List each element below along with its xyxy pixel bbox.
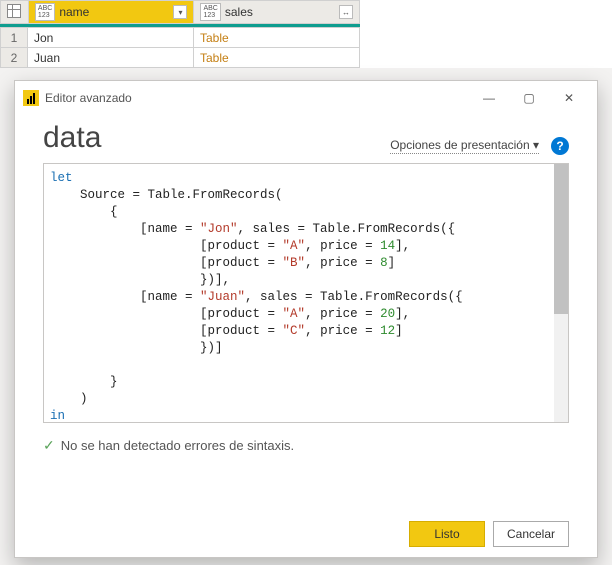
table-icon (7, 4, 21, 18)
row-number: 2 (1, 48, 28, 68)
check-icon: ✓ (43, 437, 55, 454)
powerbi-icon (23, 90, 39, 106)
dialog-heading: data (43, 121, 101, 155)
dialog-titlebar[interactable]: Editor avanzado ― ▢ ✕ (15, 81, 597, 115)
query-preview-table: ABC123 name ▾ ABC123 sales ↔ 1 Jon Table… (0, 0, 612, 68)
row-header-corner (1, 1, 29, 24)
help-icon[interactable]: ? (551, 137, 569, 155)
column-header-label: sales (225, 5, 253, 19)
type-badge-icon: ABC123 (200, 3, 220, 21)
expand-column-icon[interactable]: ↔ (339, 5, 353, 19)
cell-name: Juan (27, 48, 193, 68)
scrollbar-thumb[interactable] (554, 164, 568, 314)
advanced-editor-dialog: Editor avanzado ― ▢ ✕ data Opciones de p… (14, 80, 598, 558)
status-text: No se han detectado errores de sintaxis. (61, 438, 294, 453)
type-badge-icon: ABC123 (35, 3, 55, 21)
cancel-button[interactable]: Cancelar (493, 521, 569, 547)
cell-sales[interactable]: Table (193, 48, 359, 68)
cell-name: Jon (27, 28, 193, 48)
table-row[interactable]: 1 Jon Table (1, 28, 360, 48)
minimize-button[interactable]: ― (469, 85, 509, 111)
column-header-name[interactable]: ABC123 name ▾ (28, 1, 194, 24)
syntax-status: ✓ No se han detectado errores de sintaxi… (43, 437, 569, 454)
maximize-button[interactable]: ▢ (509, 85, 549, 111)
cell-sales[interactable]: Table (193, 28, 359, 48)
table-row[interactable]: 2 Juan Table (1, 48, 360, 68)
column-header-sales[interactable]: ABC123 sales ↔ (194, 1, 360, 24)
presentation-options-link[interactable]: Opciones de presentación ▾ (390, 138, 539, 154)
row-number: 1 (1, 28, 28, 48)
column-dropdown-icon[interactable]: ▾ (173, 5, 187, 19)
ok-button[interactable]: Listo (409, 521, 485, 547)
column-header-label: name (59, 5, 89, 19)
dialog-title-text: Editor avanzado (45, 91, 132, 105)
code-editor[interactable]: let Source = Table.FromRecords( { [name … (43, 163, 569, 423)
close-button[interactable]: ✕ (549, 85, 589, 111)
